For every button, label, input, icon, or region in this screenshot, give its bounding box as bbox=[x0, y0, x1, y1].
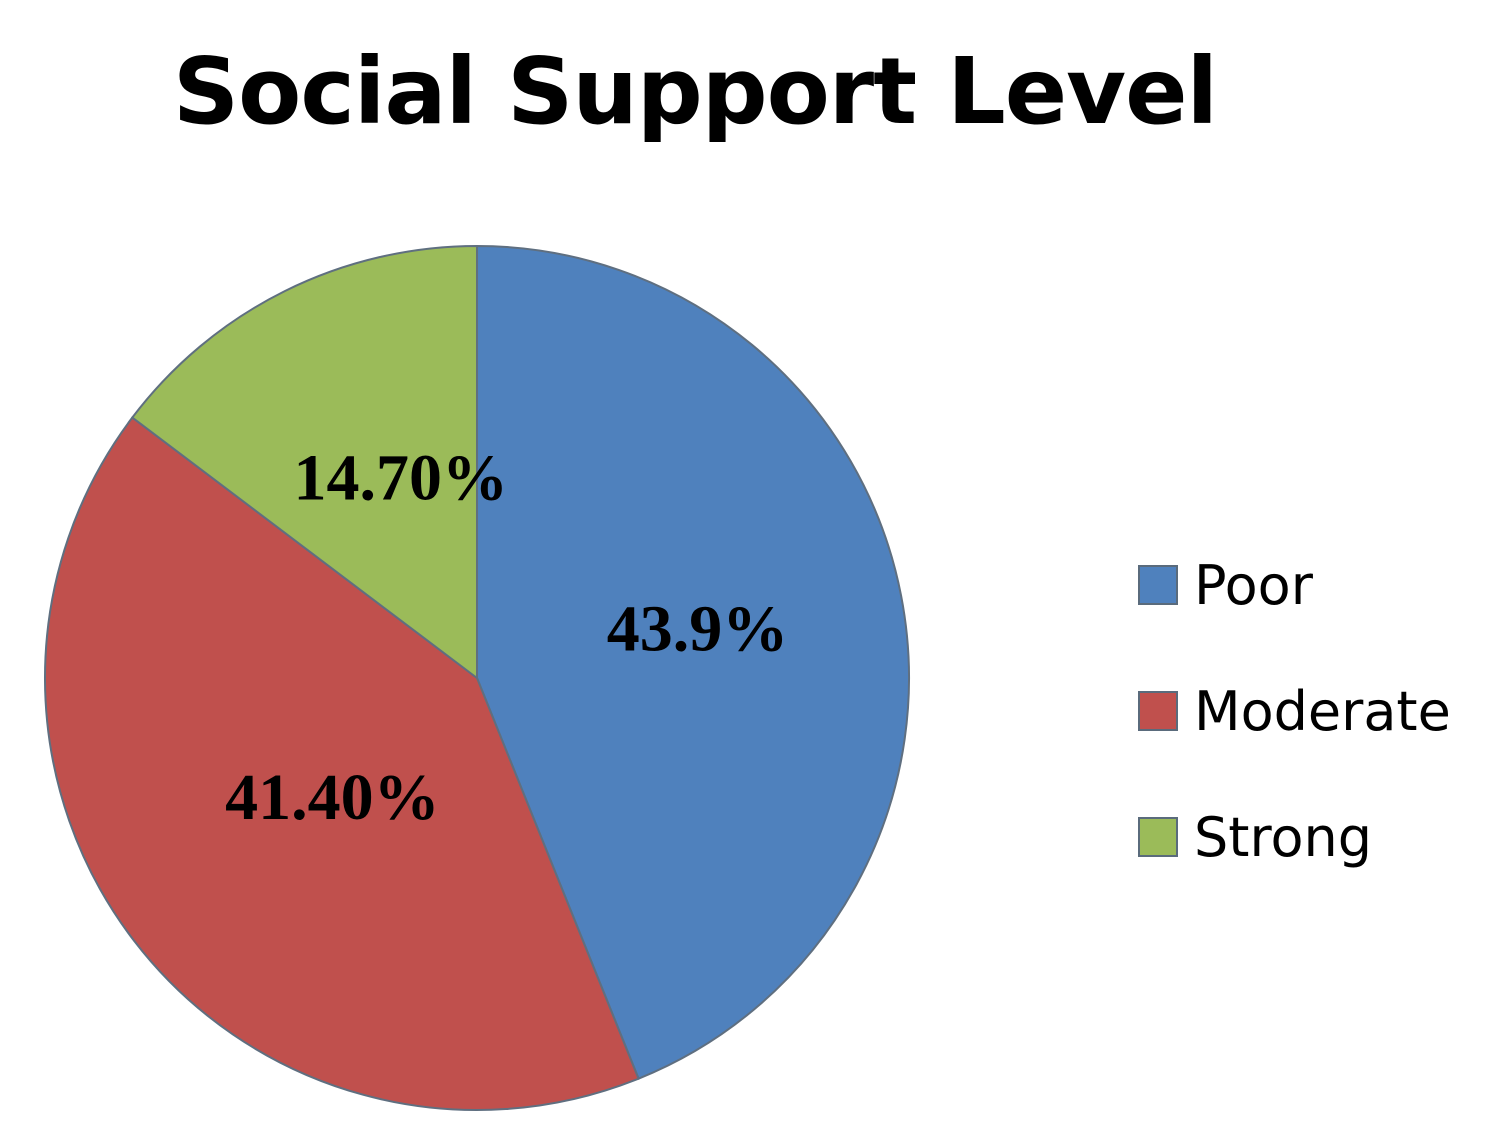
legend: Poor Moderate Strong bbox=[1138, 522, 1451, 900]
pie-slice-poor bbox=[476, 244, 910, 1080]
pie-label-moderate: 41.40% bbox=[225, 761, 440, 834]
pie-slice-strong bbox=[130, 244, 478, 681]
pie-label-poor: 43.9% bbox=[607, 592, 789, 665]
pie-slice-labels: 43.9% 41.40% 14.70% bbox=[225, 442, 788, 834]
legend-swatch-strong bbox=[1138, 817, 1178, 857]
legend-label-moderate: Moderate bbox=[1194, 679, 1451, 743]
pie-slice-moderate bbox=[43, 416, 640, 1111]
legend-swatch-poor bbox=[1138, 565, 1178, 605]
chart-title: Social Support Level bbox=[172, 38, 1218, 145]
legend-label-strong: Strong bbox=[1194, 805, 1373, 869]
legend-item-poor: Poor bbox=[1138, 522, 1451, 648]
legend-item-strong: Strong bbox=[1138, 774, 1451, 900]
pie-label-strong: 14.70% bbox=[294, 442, 509, 515]
legend-item-moderate: Moderate bbox=[1138, 648, 1451, 774]
pie-slices bbox=[43, 244, 910, 1111]
legend-label-poor: Poor bbox=[1194, 553, 1313, 617]
legend-swatch-moderate bbox=[1138, 691, 1178, 731]
